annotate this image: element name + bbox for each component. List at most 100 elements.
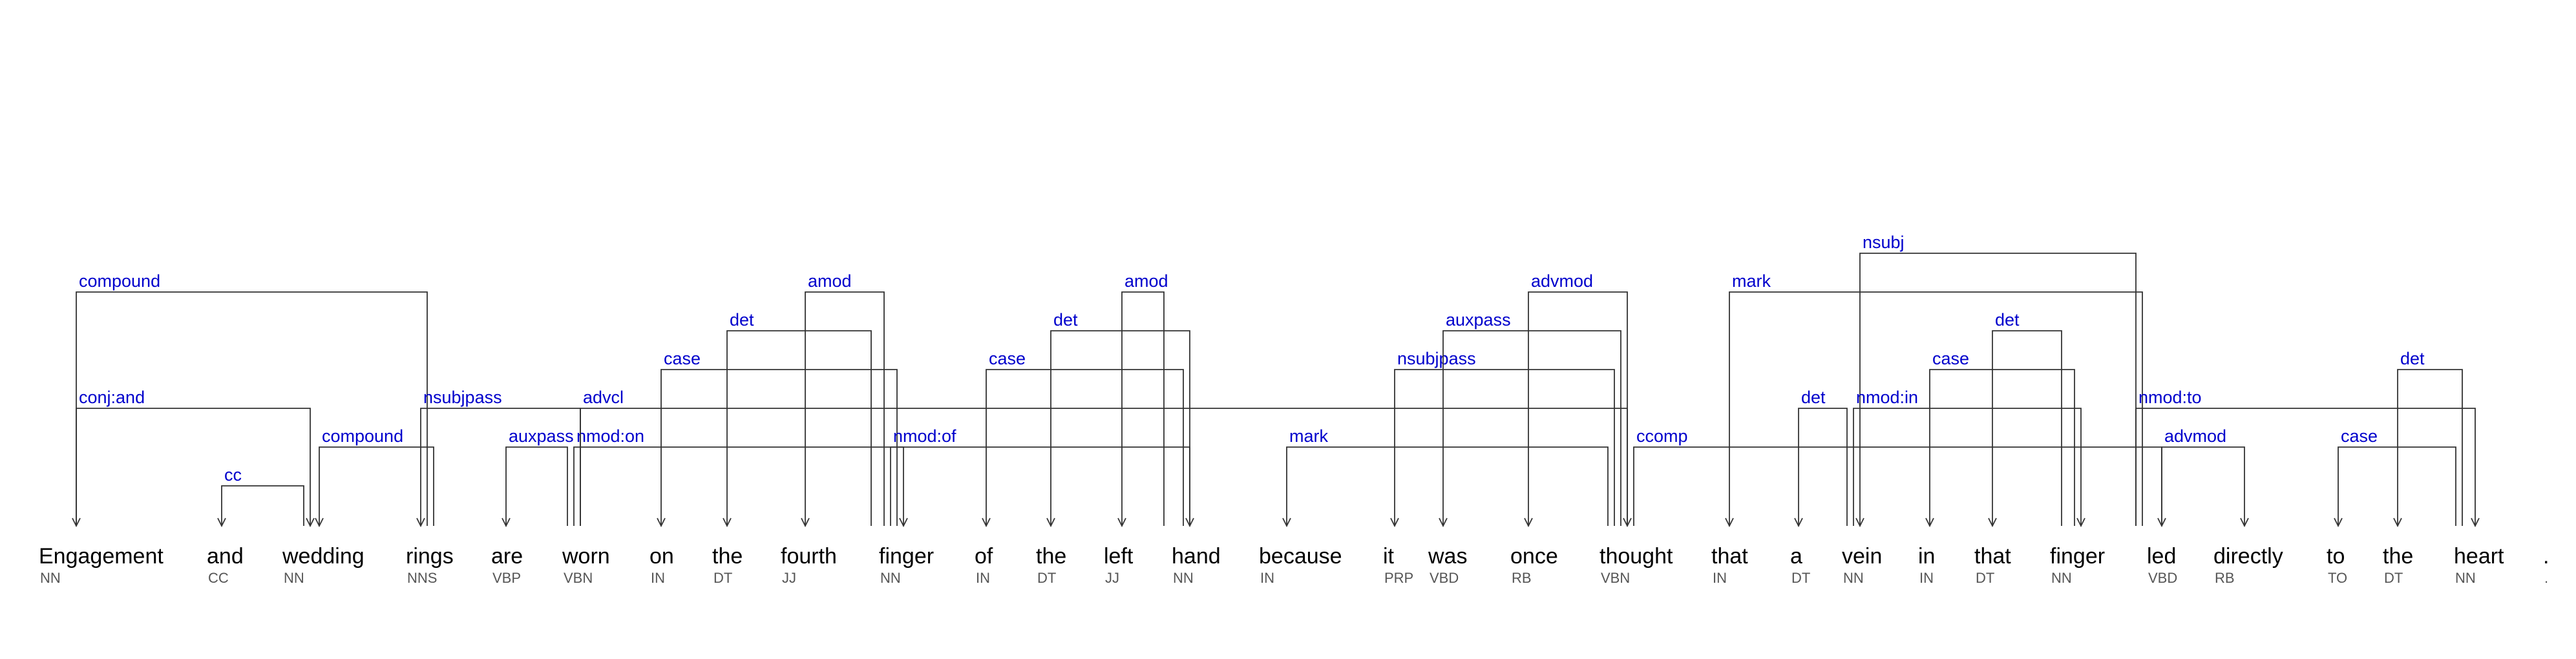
arc-label: auxpass — [509, 426, 574, 446]
token-pos-tag: JJ — [782, 570, 796, 586]
token-word: the — [2383, 544, 2413, 569]
arc-label: amod — [808, 271, 852, 291]
token-word: led — [2147, 544, 2176, 569]
token-word: left — [1104, 544, 1134, 569]
dependency-arc — [1439, 330, 1621, 528]
token-word: to — [2327, 544, 2345, 569]
tokens-layer: EngagementNNandCCweddingNNringsNNSareVBP… — [39, 544, 2549, 586]
token-word: in — [1918, 544, 1935, 569]
dependency-arc — [2334, 446, 2456, 528]
token-word: rings — [406, 544, 454, 569]
dependency-arc — [315, 446, 434, 528]
arc-label: conj:and — [79, 388, 145, 407]
token-pos-tag: NN — [40, 570, 61, 586]
token-word: directly — [2213, 544, 2283, 569]
arc-label: nmod:of — [893, 426, 956, 446]
token-pos-tag: NN — [2455, 570, 2476, 586]
token-pos-tag: IN — [1919, 570, 1934, 586]
arc-label: case — [1932, 349, 1969, 368]
arc-label: advmod — [1531, 271, 1593, 291]
token-pos-tag: IN — [651, 570, 665, 586]
token-word: hand — [1172, 544, 1221, 569]
arc-label: compound — [322, 426, 403, 446]
token-pos-tag: NN — [1173, 570, 1194, 586]
token-word: Engagement — [39, 544, 164, 569]
token-word: it — [1383, 544, 1395, 569]
token-pos-tag: DT — [2384, 570, 2403, 586]
dependency-arc — [1925, 369, 2075, 528]
dependency-arc — [723, 330, 872, 528]
arc-label: case — [2341, 426, 2378, 446]
dependency-arc — [217, 485, 304, 528]
token-pos-tag: DT — [1037, 570, 1056, 586]
token-pos-tag: NN — [1843, 570, 1864, 586]
token-pos-tag: PRP — [1384, 570, 1413, 586]
token-word: thought — [1599, 544, 1673, 569]
token-pos-tag: NN — [2051, 570, 2072, 586]
dependency-arc — [1633, 446, 2166, 528]
arc-label: case — [664, 349, 701, 368]
token-pos-tag: IN — [1713, 570, 1727, 586]
token-word: was — [1428, 544, 1467, 569]
token-word: of — [975, 544, 993, 569]
dependency-arc — [76, 408, 315, 528]
dependency-arc — [890, 446, 1194, 528]
arc-label: nmod:on — [576, 426, 644, 446]
token-pos-tag: IN — [1260, 570, 1274, 586]
arc-label: det — [2400, 349, 2425, 368]
arc-label: nsubjpass — [1397, 349, 1476, 368]
dependency-arc — [1524, 291, 1628, 528]
token-pos-tag: VBN — [564, 570, 593, 586]
arc-label: nsubjpass — [423, 388, 502, 407]
dependency-arc — [72, 291, 428, 528]
token-pos-tag: VBD — [1430, 570, 1459, 586]
token-pos-tag: VBP — [492, 570, 521, 586]
token-pos-tag: CC — [208, 570, 229, 586]
token-pos-tag: VBD — [2148, 570, 2177, 586]
token-pos-tag: VBN — [1601, 570, 1630, 586]
token-pos-tag: DT — [713, 570, 732, 586]
arc-label: advmod — [2164, 426, 2226, 446]
token-pos-tag: RB — [2215, 570, 2235, 586]
token-word: because — [1259, 544, 1342, 569]
arc-label: det — [1801, 388, 1826, 407]
dependency-arc — [982, 369, 1184, 528]
dependency-arc — [1794, 408, 1848, 528]
dependency-arc — [1725, 291, 2143, 528]
token-word: finger — [879, 544, 934, 569]
dependency-arc — [2161, 446, 2249, 528]
dependency-arc — [1390, 369, 1615, 528]
token-word: the — [1036, 544, 1066, 569]
dependency-arc — [1282, 446, 1609, 528]
token-pos-tag: . — [2544, 570, 2548, 586]
token-pos-tag: NNS — [407, 570, 437, 586]
token-pos-tag: NN — [284, 570, 304, 586]
arc-label: nsubj — [1863, 233, 1905, 252]
token-word: are — [491, 544, 523, 569]
token-pos-tag: NN — [880, 570, 901, 586]
token-word: the — [712, 544, 743, 569]
token-word: vein — [1842, 544, 1882, 569]
arc-label: det — [730, 310, 754, 330]
dependency-arc — [1988, 330, 2062, 528]
arc-label: nmod:in — [1856, 388, 1918, 407]
token-word: fourth — [781, 544, 837, 569]
dependency-arc — [1117, 291, 1165, 528]
token-word: and — [207, 544, 244, 569]
arc-label: amod — [1124, 271, 1168, 291]
token-word: heart — [2454, 544, 2504, 569]
dependency-arc — [1855, 253, 2137, 528]
arc-label: compound — [79, 271, 160, 291]
token-word: worn — [562, 544, 610, 569]
arc-label: ccomp — [1636, 426, 1688, 446]
dependency-arc — [573, 446, 908, 528]
token-word: a — [1790, 544, 1802, 569]
token-pos-tag: DT — [1791, 570, 1810, 586]
dependency-arc — [1853, 408, 2085, 528]
arc-label: auxpass — [1446, 310, 1511, 330]
arc-label: cc — [224, 465, 242, 485]
token-pos-tag: DT — [1976, 570, 1994, 586]
token-word: wedding — [282, 544, 364, 569]
dependency-arc — [580, 408, 1632, 528]
token-word: . — [2543, 544, 2549, 569]
